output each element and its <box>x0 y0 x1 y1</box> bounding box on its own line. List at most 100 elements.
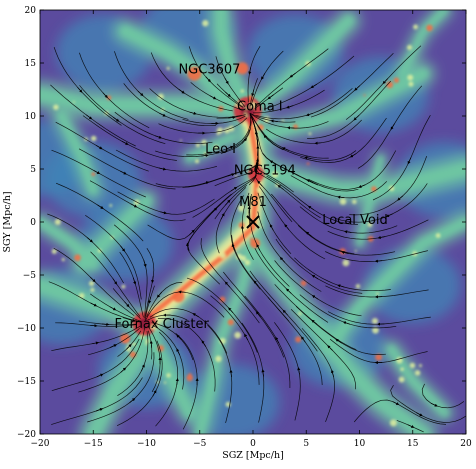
streamline-arrow <box>255 311 261 318</box>
streamline-arrow <box>251 89 255 97</box>
marker-x-stroke <box>246 215 260 229</box>
density-halo <box>240 89 245 93</box>
density-halo <box>121 284 126 289</box>
streamline-arrow <box>311 274 319 280</box>
streamline-arrow <box>226 145 234 150</box>
density-halo <box>376 292 379 296</box>
density-halo <box>157 93 164 100</box>
streamline-arrow <box>159 211 168 215</box>
density-halo <box>414 370 421 376</box>
streamline-arrow <box>397 195 404 201</box>
density-filament <box>77 195 152 270</box>
streamline-arrow <box>407 424 415 428</box>
streamline-arrow <box>93 170 101 174</box>
density-halo <box>179 139 182 142</box>
streamline-arrow <box>310 83 317 89</box>
density-halo <box>166 373 171 378</box>
streamline-arrow <box>261 369 265 377</box>
streamline-arrow <box>231 243 235 251</box>
density-halo <box>386 81 394 89</box>
density-halo <box>216 131 220 136</box>
streamline-arrow <box>201 153 209 158</box>
density-peak <box>236 62 249 75</box>
density-halo <box>375 353 383 361</box>
streamline-arrow <box>297 367 301 375</box>
density-halo <box>293 124 298 130</box>
density-halo <box>398 376 405 383</box>
streamline-arrow <box>301 336 306 343</box>
density-halo <box>339 198 347 205</box>
streamline-arrow <box>344 230 352 234</box>
density-halo <box>249 237 253 241</box>
streamline-arrow <box>385 213 393 217</box>
streamline-arrow <box>97 204 104 209</box>
density-halo <box>352 199 357 204</box>
streamline-arrow <box>176 334 182 341</box>
annotation-label: NGC3607 <box>178 63 240 78</box>
streamline-arrow <box>129 397 136 403</box>
streamline-arrow <box>277 184 284 190</box>
x-tick-label: −15 <box>84 439 103 449</box>
streamline-arrow <box>120 367 127 373</box>
streamline-arrow <box>354 85 360 91</box>
y-axis-label: SGY [Mpc/h] <box>2 191 13 252</box>
streamline-arrow <box>87 237 93 243</box>
y-tick-label: 0 <box>30 218 36 228</box>
streamline-arrow <box>154 135 162 139</box>
streamline-arrow <box>227 173 235 177</box>
streamline-arrow <box>257 180 263 187</box>
streamline-arrow <box>228 115 236 120</box>
density-halo <box>234 174 238 178</box>
streamline-arrow <box>279 256 286 263</box>
streamline-arrow <box>224 77 229 85</box>
streamline-arrow <box>337 195 345 199</box>
y-tick-label: −10 <box>17 324 36 334</box>
density-filament <box>57 112 98 195</box>
streamline-arrow <box>201 181 210 185</box>
density-halo <box>202 20 209 27</box>
density-halo <box>295 336 302 343</box>
density-halo <box>413 24 419 30</box>
streamline-arrow <box>228 307 234 314</box>
density-peak <box>138 317 151 330</box>
streamline-arrow <box>305 231 312 237</box>
density-halo <box>109 204 113 207</box>
density-halo <box>407 74 414 81</box>
density-halo <box>426 24 433 32</box>
streamline-arrow <box>90 302 98 307</box>
density-halo <box>234 331 242 339</box>
streamline-arrow <box>270 119 278 123</box>
streamline-arrow <box>158 167 167 171</box>
density-halo <box>186 374 193 382</box>
y-tick-label: −20 <box>17 430 36 440</box>
streamline-arrow <box>152 389 157 397</box>
density-halo <box>355 284 361 289</box>
density-field <box>40 10 466 434</box>
density-filament <box>252 163 466 197</box>
density-filament <box>356 155 384 247</box>
density-halo <box>306 162 310 165</box>
streamline-arrow <box>205 76 211 83</box>
density-halo <box>78 292 85 299</box>
y-tick-label: −15 <box>17 377 36 387</box>
streamline-arrow <box>101 322 110 326</box>
density-halo <box>244 259 251 266</box>
annotations: NGC3607 Coma I Leo I NGC5194 M81 Local Void Fo… <box>115 63 388 332</box>
density-halo <box>342 259 350 267</box>
streamline-arrow <box>240 225 245 233</box>
streamline-arrow <box>96 373 104 378</box>
streamline-arrow <box>261 73 266 80</box>
annotation-label: Local Void <box>322 213 388 228</box>
density-halo <box>201 139 207 146</box>
y-tick-label: 15 <box>25 59 37 69</box>
density-halo <box>371 317 379 325</box>
streamline-arrow <box>159 112 167 117</box>
streamline-arrow <box>128 318 136 322</box>
density-halo <box>419 364 422 368</box>
streamline-arrow <box>314 141 322 145</box>
density-halo <box>72 100 76 104</box>
axis-ticks: −20−20 −15 −15 −10 −10 −5 −5 0 0 5 5 10 10 15 15 20 20 <box>17 6 472 449</box>
streamline-arrow <box>120 245 126 252</box>
streamline-arrow <box>390 123 395 130</box>
streamline-arrow <box>241 138 247 144</box>
